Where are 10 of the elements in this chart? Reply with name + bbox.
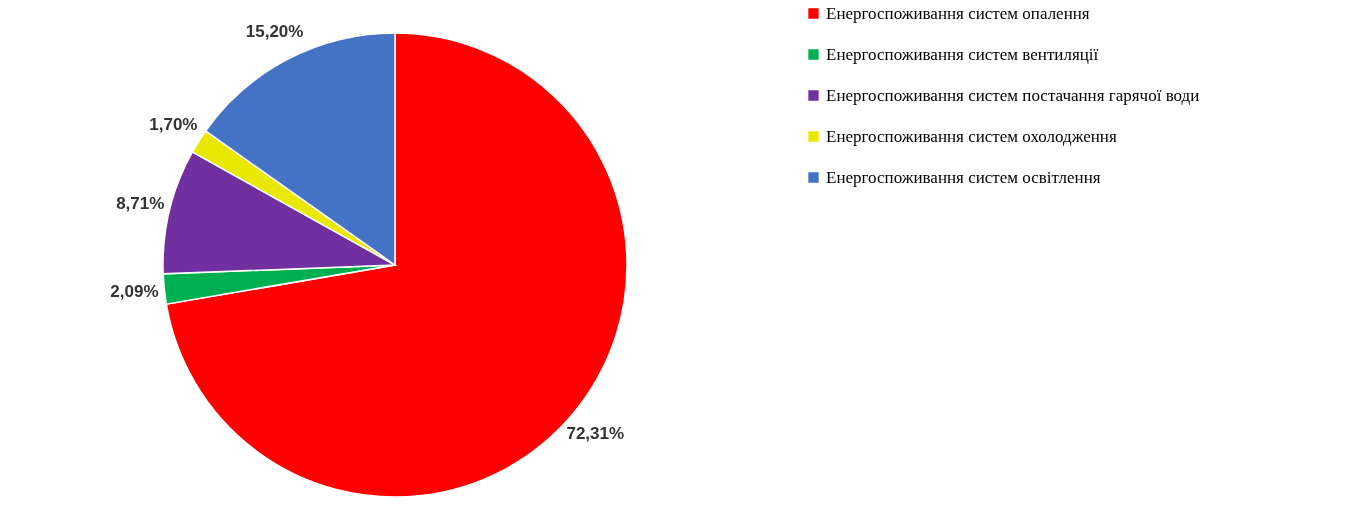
legend-label: Енергоспоживання систем постачання гарячої води	[826, 85, 1200, 105]
legend-label: Енергоспоживання систем охолодження	[826, 126, 1117, 146]
data-label: 2,09%	[110, 282, 159, 302]
legend-label: Енергоспоживання систем вентиляції	[826, 44, 1099, 64]
legend-label: Енергоспоживання систем опалення	[826, 3, 1090, 23]
data-label: 8,71%	[116, 193, 165, 213]
legend-label: Енергоспоживання систем освітлення	[826, 167, 1101, 187]
data-label: 1,70%	[149, 115, 198, 135]
data-label: 15,20%	[245, 22, 304, 42]
data-label: 72,31%	[566, 423, 625, 443]
